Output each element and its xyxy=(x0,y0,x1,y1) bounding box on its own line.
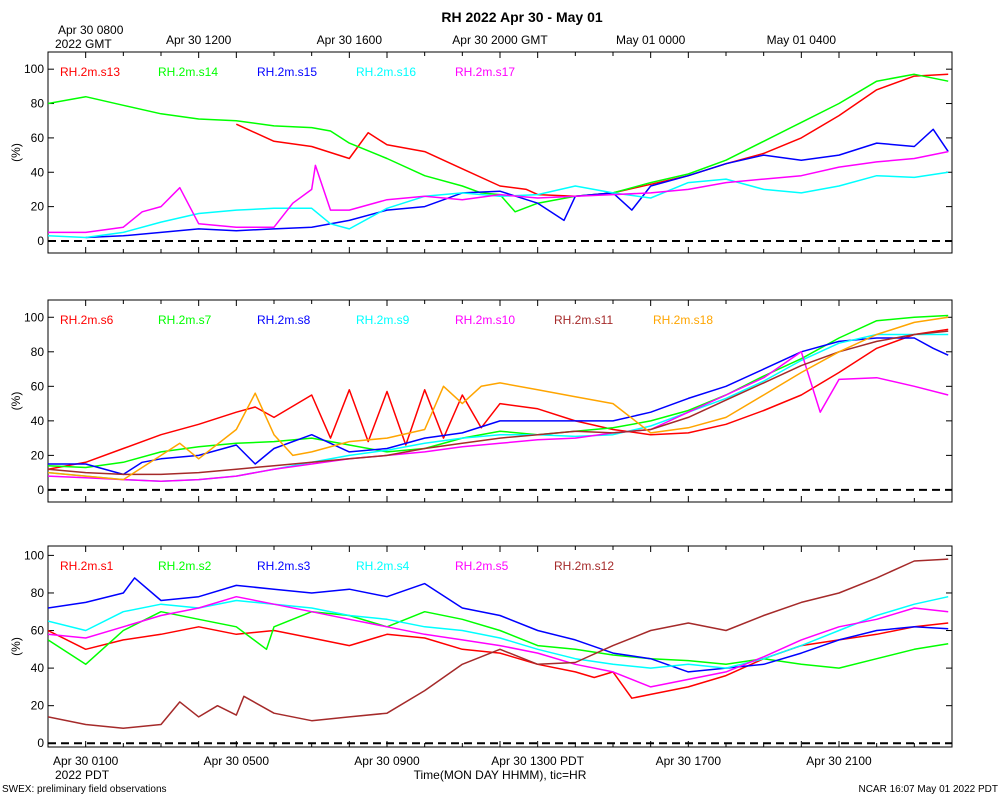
panel-bottom-series-RH.2m.s4 xyxy=(48,595,949,669)
panel-middle-y-tick-label: 40 xyxy=(31,414,45,428)
panel-middle-series-RH.2m.s10 xyxy=(48,351,949,483)
panel-bottom-legend-RH.2m.s1: RH.2m.s1 xyxy=(60,559,114,573)
panel-bottom-series-RH.2m.s1 xyxy=(48,622,949,699)
chart-title: RH 2022 Apr 30 - May 01 xyxy=(441,9,603,25)
panel-middle-series-RH.2m.s6 xyxy=(48,328,949,470)
panel-bottom-y-tick-label: 40 xyxy=(31,661,45,675)
panel-top-legend-RH.2m.s14: RH.2m.s14 xyxy=(158,65,218,79)
panel-middle-series-RH.2m.s8 xyxy=(48,337,949,476)
panel-top-y-axis-label: (%) xyxy=(9,143,23,162)
panel-top-y-tick-label: 20 xyxy=(31,200,45,214)
top-axis-tick-label: Apr 30 1200 xyxy=(166,33,232,47)
panel-bottom-y-tick-label: 20 xyxy=(31,699,45,713)
panel-bottom-y-axis-label: (%) xyxy=(9,637,23,656)
footer-right: NCAR 16:07 May 01 2022 PDT xyxy=(858,784,998,795)
panel-bottom-series-RH.2m.s5 xyxy=(48,595,949,688)
panel-top-legend-RH.2m.s15: RH.2m.s15 xyxy=(257,65,317,79)
panel-bottom-y-tick-label: 80 xyxy=(31,586,45,600)
panel-top-frame xyxy=(47,51,953,254)
top-axis-tick-label: May 01 0400 xyxy=(767,33,837,47)
top-axis-tick-label: May 01 0000 xyxy=(616,33,686,47)
panel-middle-series-RH.2m.s9 xyxy=(48,333,949,483)
x-axis-label: Time(MON DAY HHMM), tic=HR xyxy=(414,768,587,782)
panel-top-y-tick-label: 80 xyxy=(31,97,45,111)
panel-middle-series-RH.2m.s11 xyxy=(48,330,949,476)
panel-top-legend-RH.2m.s17: RH.2m.s17 xyxy=(455,65,515,79)
panel-middle-y-tick-label: 0 xyxy=(37,483,44,497)
panel-bottom-legend-RH.2m.s2: RH.2m.s2 xyxy=(158,559,212,573)
panel-middle-y-tick-label: 20 xyxy=(31,448,45,462)
panel-top-y-tick-label: 40 xyxy=(31,165,45,179)
panels-group: 0 20 40 60 80 100 (%) RH.2m.s13 RH.2m.s14 RH.2m.s… xyxy=(9,33,953,768)
panel-bottom-series-RH.2m.s3 xyxy=(48,577,949,673)
top-axis-first-label-line2: 2022 GMT xyxy=(55,37,112,51)
panel-bottom-y-tick-label: 100 xyxy=(24,548,44,562)
bottom-axis-first-label-line2: 2022 PDT xyxy=(55,768,110,782)
panel-middle-legend-RH.2m.s6: RH.2m.s6 xyxy=(60,313,114,327)
panel-middle-legend-RH.2m.s7: RH.2m.s7 xyxy=(158,313,212,327)
panel-middle-legend-RH.2m.s10: RH.2m.s10 xyxy=(455,313,515,327)
panel-bottom-y-tick-label: 60 xyxy=(31,624,45,638)
panel-bottom-series-RH.2m.s12 xyxy=(48,558,949,729)
panel-middle-y-tick-label: 60 xyxy=(31,379,45,393)
panel-middle-series-RH.2m.s7 xyxy=(48,314,949,469)
bottom-axis-tick-label: Apr 30 1700 xyxy=(656,754,722,768)
panel-top-y-tick-label: 0 xyxy=(37,234,44,248)
panel-top-y-tick-label: 60 xyxy=(31,131,45,145)
panel-top-series-RH.2m.s13 xyxy=(235,73,949,198)
panel-middle-legend-RH.2m.s8: RH.2m.s8 xyxy=(257,313,311,327)
panel-top-series-RH.2m.s17 xyxy=(48,150,949,234)
bottom-axis-tick-label: Apr 30 2100 xyxy=(806,754,872,768)
panel-top: 0 20 40 60 80 100 (%) RH.2m.s13 RH.2m.s14 RH.2m.s… xyxy=(9,51,953,254)
bottom-axis-tick-label: Apr 30 0100 xyxy=(53,754,119,768)
panel-top-legend-RH.2m.s16: RH.2m.s16 xyxy=(356,65,416,79)
panel-top-series-RH.2m.s16 xyxy=(48,171,949,239)
bottom-axis-tick-label: Apr 30 0900 xyxy=(354,754,420,768)
top-axis-first-label-line1: Apr 30 0800 xyxy=(58,23,124,37)
panel-middle-legend-RH.2m.s18: RH.2m.s18 xyxy=(653,313,713,327)
panel-bottom-series-RH.2m.s2 xyxy=(48,610,949,669)
panel-middle-series-RH.2m.s18 xyxy=(48,316,949,481)
panel-bottom: 0 20 40 60 80 100 (%) RH.2m.s1 RH.2m.s2 RH.2m.s3 R… xyxy=(9,545,953,750)
panel-top-legend-RH.2m.s13: RH.2m.s13 xyxy=(60,65,120,79)
bottom-axis-tick-label: Apr 30 1300 PDT xyxy=(491,754,584,768)
panel-middle-y-axis-label: (%) xyxy=(9,392,23,411)
panel-middle-legend-RH.2m.s9: RH.2m.s9 xyxy=(356,313,410,327)
panel-top-y-tick-label: 100 xyxy=(24,62,44,76)
top-axis-tick-label: Apr 30 1600 xyxy=(317,33,383,47)
panel-middle-y-tick-label: 80 xyxy=(31,345,45,359)
panel-top-series-RH.2m.s15 xyxy=(85,128,949,239)
panel-bottom-y-tick-label: 0 xyxy=(37,736,44,750)
panel-bottom-legend-RH.2m.s12: RH.2m.s12 xyxy=(554,559,614,573)
panel-middle-legend-RH.2m.s11: RH.2m.s11 xyxy=(554,313,613,327)
panel-bottom-legend-RH.2m.s4: RH.2m.s4 xyxy=(356,559,410,573)
panel-middle: 0 20 40 60 80 100 (%) RH.2m.s6 RH.2m.s7 RH.2m.s8 R… xyxy=(9,299,953,503)
panel-bottom-legend-RH.2m.s5: RH.2m.s5 xyxy=(455,559,509,573)
footer-left: SWEX: preliminary field observations xyxy=(2,784,167,795)
top-axis-tick-label: Apr 30 2000 GMT xyxy=(452,33,548,47)
panel-bottom-legend-RH.2m.s3: RH.2m.s3 xyxy=(257,559,311,573)
bottom-axis-tick-label: Apr 30 0500 xyxy=(204,754,270,768)
panel-middle-y-tick-label: 100 xyxy=(24,310,44,324)
panel-bottom-frame xyxy=(47,545,953,748)
panel-top-series-RH.2m.s14 xyxy=(48,73,949,213)
